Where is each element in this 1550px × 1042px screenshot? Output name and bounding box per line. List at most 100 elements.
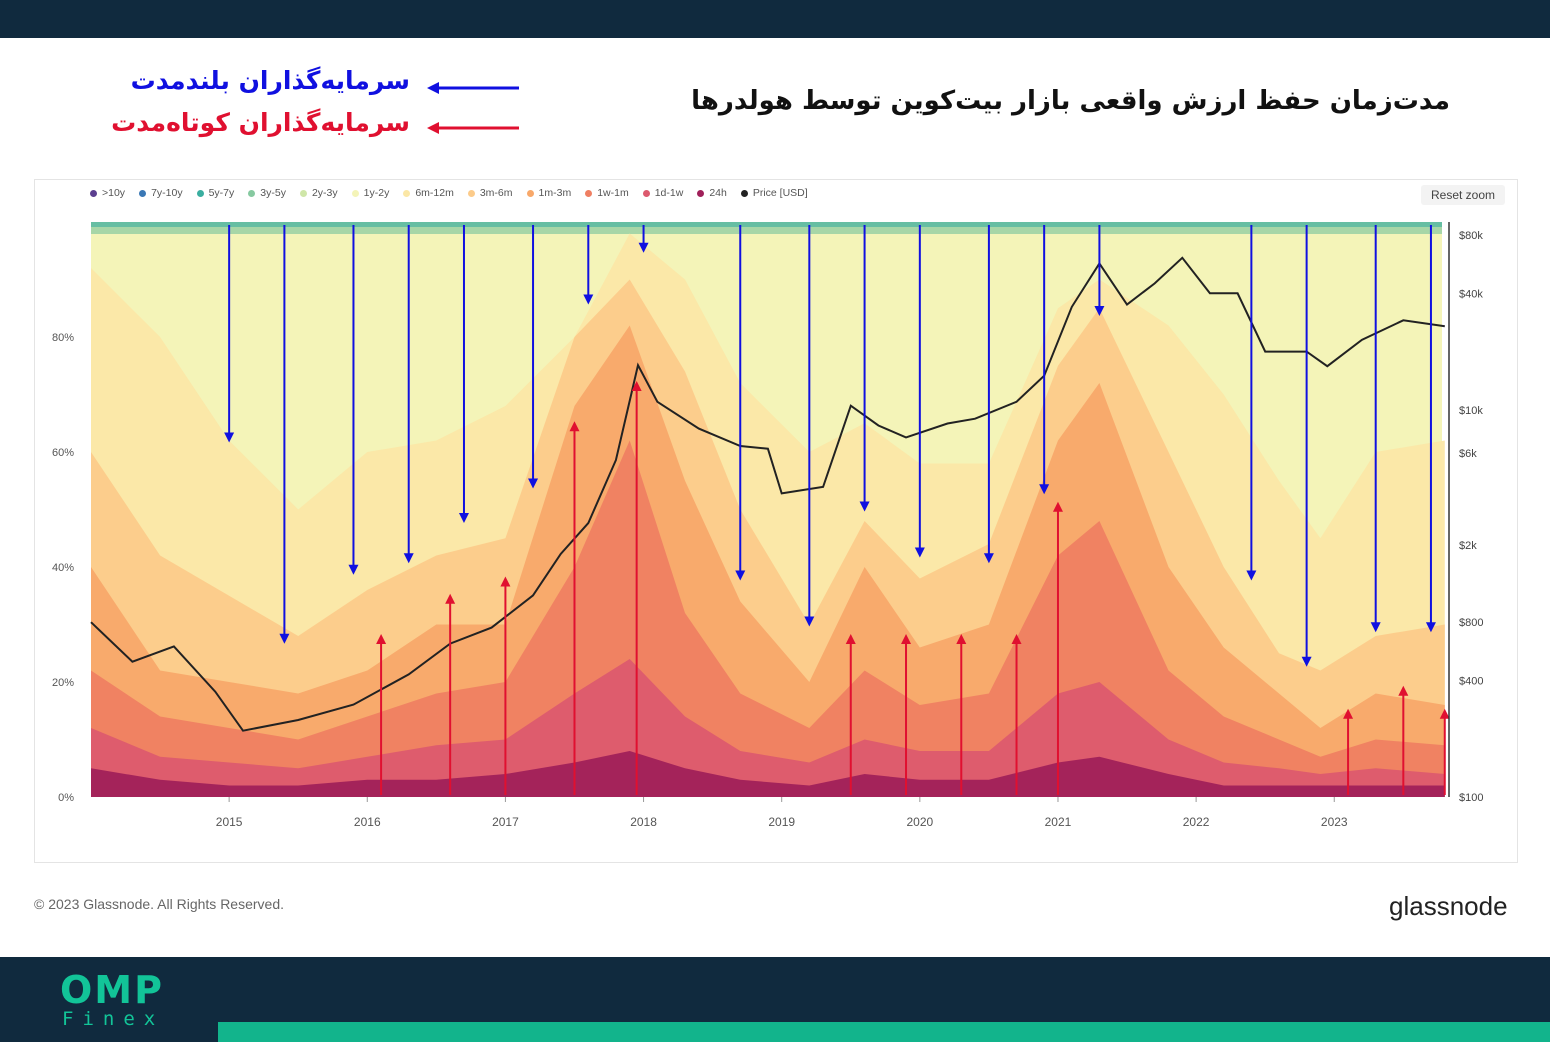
legend-swatch (585, 189, 593, 197)
page-title: مدت‌زمان حفظ ارزش واقعی بازار بیت‌کوین ت… (691, 86, 1450, 116)
long-term-arrow-head (224, 432, 235, 443)
y-right-tick-label: $100 (1459, 792, 1483, 804)
long-term-arrow-head (735, 570, 746, 581)
legend-swatch (351, 189, 359, 197)
y-right-tick-label: $10k (1459, 405, 1483, 417)
legend-label: 5y-7y (208, 187, 235, 199)
short-term-arrow-head (376, 634, 387, 644)
legend-item[interactable]: 3m-6m (467, 187, 513, 199)
long-term-arrow-head (1370, 622, 1381, 633)
band-24h (91, 751, 1445, 797)
y-right-tick-label: $40k (1459, 288, 1483, 300)
legend-label: 6m-12m (415, 187, 454, 199)
legend-label: Price [USD] (752, 187, 808, 199)
long-term-arrow-head (583, 294, 594, 305)
long-term-arrow-head (528, 478, 539, 489)
legend-label: 1y-2y (363, 187, 390, 199)
legend-swatch (299, 189, 307, 197)
legend-item[interactable]: 1y-2y (351, 187, 390, 199)
long-term-arrow-head (1425, 622, 1436, 633)
long-term-arrow-head (1246, 570, 1257, 581)
y-right-tick-label: $2k (1459, 540, 1477, 552)
annotation-arrows (224, 225, 1450, 795)
legend-swatch (526, 189, 534, 197)
legend-item[interactable]: 1d-1w (642, 187, 684, 199)
short-term-arrow-head (631, 381, 642, 391)
glassnode-logo: glassnode (1389, 891, 1508, 921)
short-term-arrow-head (845, 634, 856, 644)
y-left-tick-label: 40% (52, 562, 74, 574)
long-term-arrow-head (1301, 656, 1312, 667)
legend-label: 24h (709, 187, 727, 199)
legend-item[interactable]: 7y-10y (139, 187, 183, 199)
short-term-arrow-head (956, 634, 967, 644)
legend-swatch (740, 189, 748, 197)
reset-zoom-button[interactable]: Reset zoom (1421, 185, 1505, 205)
bottom-accent-bar (218, 1022, 1550, 1042)
legend-item[interactable]: 24h (697, 187, 727, 199)
y-left-tick-label: 60% (52, 447, 74, 459)
top-banner (0, 0, 1550, 38)
legend-label: 1d-1w (654, 187, 684, 199)
long-term-arrow-head (403, 553, 414, 564)
x-tick-label: 2022 (1183, 815, 1210, 829)
short-term-arrow-head (1398, 685, 1409, 696)
long-term-arrow-head (983, 553, 994, 564)
legend-label: 2y-3y (311, 187, 338, 199)
copyright-text: © 2023 Glassnode. All Rights Reserved. (34, 896, 285, 912)
long-term-arrow-key (427, 82, 519, 94)
y-left-tick-label: 20% (52, 677, 74, 689)
series-legend: >10y 7y-10y 5y-7y 3y-5y 2y-3y 1y-2y 6m-12m 3m-6… (90, 187, 822, 199)
legend-item[interactable]: 5y-7y (196, 187, 235, 199)
short-term-arrow-head (1052, 501, 1063, 512)
price-line (90, 256, 1445, 732)
y-right-tick-label: $800 (1459, 617, 1483, 629)
x-tick-label: 2016 (354, 815, 381, 829)
long-term-arrow-head (859, 501, 870, 512)
short-term-arrow-head (901, 634, 912, 644)
price-line-group (90, 256, 1445, 732)
legend-label: 3m-6m (479, 187, 513, 199)
legend-item[interactable]: 3y-5y (248, 187, 286, 199)
long-term-arrow-head (638, 242, 649, 253)
legend-swatch (642, 189, 650, 197)
legend-item[interactable]: 1w-1m (585, 187, 629, 199)
short-term-arrow-head (1439, 708, 1450, 719)
legend-item[interactable]: Price [USD] (740, 187, 808, 199)
band-5y-7y (91, 222, 1442, 227)
long-term-arrow-head (804, 616, 815, 627)
long-term-arrow-head (1094, 306, 1105, 316)
legend-item[interactable]: 2y-3y (299, 187, 338, 199)
legend-item[interactable]: 1m-3m (526, 187, 572, 199)
y-right-tick-label: $80k (1459, 230, 1483, 242)
long-term-arrow-head (348, 564, 359, 575)
legend-swatch (467, 189, 475, 197)
short-term-arrow-head (445, 593, 456, 604)
x-tick-label: 2020 (906, 815, 933, 829)
axes: 80% 60% 40% 20% 0% $80k $40k $10k $6k $2k $800 $400… (52, 222, 1483, 829)
legend-label: 3y-5y (260, 187, 286, 199)
legend-swatch (697, 189, 705, 197)
legend-label: >10y (102, 187, 126, 199)
y-right-tick-label: $6k (1459, 448, 1477, 460)
short-term-arrow-head (1011, 634, 1022, 644)
long-term-arrow-head (914, 547, 925, 558)
y-left-tick-label: 0% (58, 792, 74, 804)
long-term-label: سرمایه‌گذاران بلندمدت (130, 66, 410, 95)
legend-arrows (427, 82, 519, 134)
y-right-tick-label: $400 (1459, 675, 1483, 687)
long-term-arrow-head (1039, 484, 1050, 495)
short-term-arrow-head (500, 576, 511, 587)
legend-swatch (90, 189, 97, 197)
legend-item[interactable]: 6m-12m (403, 187, 454, 199)
short-term-label: سرمایه‌گذاران کوتاه‌مدت (111, 108, 410, 137)
legend-label: 7y-10y (151, 187, 183, 199)
legend-label: 1m-3m (538, 187, 572, 199)
y-left-tick-label: 80% (52, 332, 74, 344)
legend-swatch (139, 189, 147, 197)
x-tick-label: 2017 (492, 815, 519, 829)
short-term-arrow-key (427, 122, 519, 134)
legend-item[interactable]: >10y (90, 187, 125, 199)
x-tick-label: 2023 (1321, 815, 1348, 829)
